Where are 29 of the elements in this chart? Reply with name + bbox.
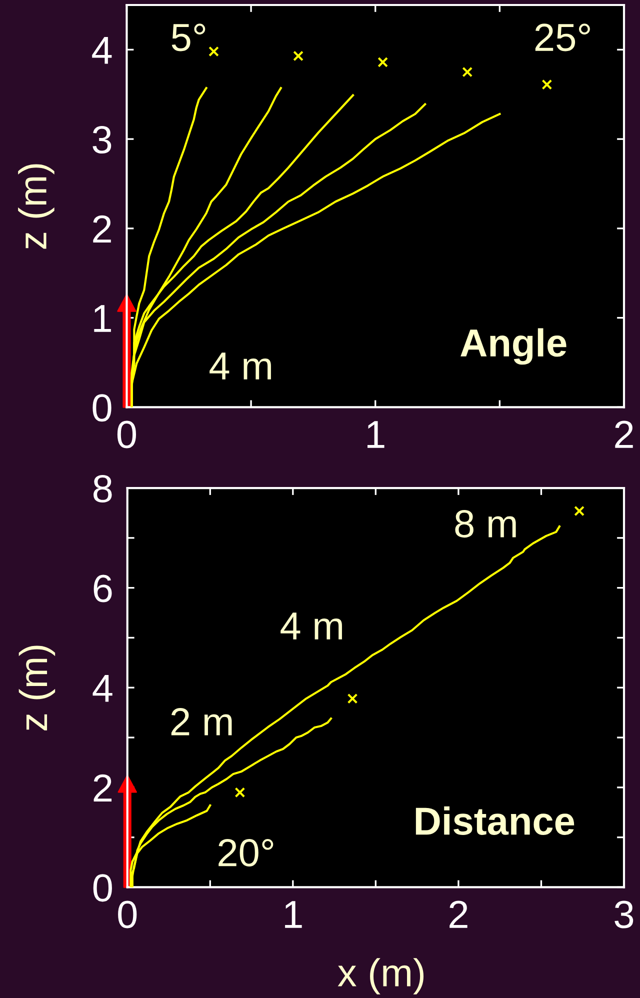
y-tick-label: 0 [93, 874, 112, 902]
y-axis-title: z (m) [18, 164, 54, 249]
y-tick-label: 2 [94, 774, 112, 802]
x-axis-title: x (m) [338, 958, 424, 994]
x-tick-label: 1 [285, 901, 302, 928]
annotation: 2 m [171, 708, 232, 736]
annotation: 5° [172, 24, 206, 52]
text: Angle [460, 328, 566, 365]
y-tick-label: 4 [92, 37, 112, 64]
y-tick-label: 0 [92, 394, 112, 422]
x-tick-label: 2 [450, 900, 468, 928]
y-tick-label: 1 [94, 305, 111, 332]
x-tick-label: 3 [614, 900, 634, 928]
annotation: 4 m [280, 612, 342, 640]
annotation: 8 m [455, 510, 516, 538]
y-tick-label: 4 [92, 674, 112, 702]
annotation: 4 m [210, 352, 271, 380]
y-axis-title: z (m) [18, 646, 56, 730]
annotation: 20° [218, 838, 274, 867]
x-tick-label: 2 [615, 420, 633, 448]
y-tick-label: 6 [94, 574, 112, 602]
x-tick-label: 0 [117, 420, 136, 448]
text: Distance [416, 806, 574, 835]
y-tick-label: 8 [94, 474, 112, 502]
x-tick-label: 1 [368, 421, 384, 448]
y-tick-label: 3 [92, 126, 112, 154]
annotation: 25° [535, 24, 590, 52]
x-tick-label: 0 [118, 900, 137, 928]
y-tick-label: 2 [93, 215, 111, 243]
